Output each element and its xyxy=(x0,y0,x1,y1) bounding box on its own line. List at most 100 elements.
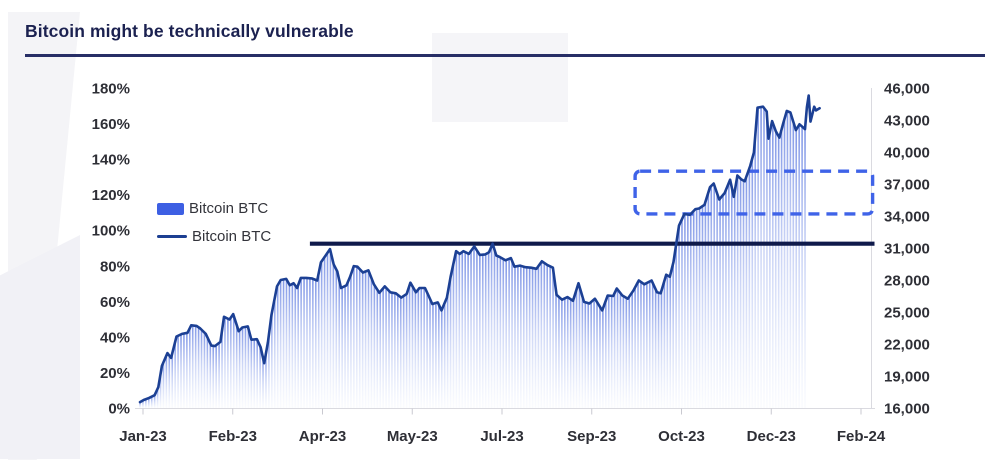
price-bar xyxy=(420,288,423,408)
price-bar xyxy=(493,249,496,408)
price-bar xyxy=(388,290,390,408)
price-bar xyxy=(417,289,420,408)
price-bar xyxy=(367,270,370,408)
price-bar xyxy=(391,292,393,408)
price-bar xyxy=(397,294,399,408)
price-bar xyxy=(484,254,487,408)
price-bar xyxy=(607,295,610,408)
price-bar xyxy=(271,313,273,408)
x-tick-label: May-23 xyxy=(387,428,438,445)
price-bar xyxy=(350,274,352,408)
price-bar xyxy=(317,273,320,408)
price-bar xyxy=(197,327,200,408)
price-bar xyxy=(230,317,232,408)
price-bar xyxy=(153,395,156,408)
price-bar xyxy=(757,107,759,409)
dashed-zone-rect xyxy=(633,169,875,216)
y-left-tick-label: 20% xyxy=(100,365,130,382)
price-bar xyxy=(458,253,461,408)
price-bar xyxy=(719,198,721,408)
price-bar xyxy=(300,277,302,408)
y-right-tick-label: 25,000 xyxy=(884,305,930,322)
price-bar xyxy=(370,278,373,408)
price-bar xyxy=(578,286,581,408)
legend-item-bars: Bitcoin BTC xyxy=(157,200,271,217)
price-bar xyxy=(306,277,308,408)
price-bar xyxy=(326,252,329,408)
price-bar xyxy=(581,296,584,408)
price-bar xyxy=(262,357,264,408)
price-bar xyxy=(329,250,332,408)
price-bar xyxy=(631,292,633,408)
price-bar xyxy=(227,318,229,408)
price-bar xyxy=(666,275,669,408)
axes-layer xyxy=(135,88,875,415)
price-bar xyxy=(754,135,757,408)
price-bar xyxy=(725,189,727,408)
price-bar xyxy=(525,267,528,408)
price-bar xyxy=(517,266,519,408)
price-bar xyxy=(672,263,674,408)
price-bar xyxy=(575,289,578,408)
price-bar xyxy=(429,299,431,408)
btc-price-line xyxy=(138,94,821,404)
price-bar xyxy=(716,193,718,408)
price-polyline xyxy=(138,94,821,404)
price-bar xyxy=(739,178,742,408)
price-bar xyxy=(789,112,792,409)
price-bar xyxy=(561,299,563,408)
background-wedge-left-lower xyxy=(0,235,80,459)
price-bar xyxy=(241,327,244,408)
price-bar xyxy=(449,277,452,408)
price-bar xyxy=(490,246,493,408)
y-right-tick-label: 34,000 xyxy=(884,209,930,226)
axis-labels-layer: 180% 160% 140% 120% 100% 80% 60% 40% 20% 0% 46,000… xyxy=(92,81,930,446)
price-bar xyxy=(613,293,616,408)
price-bar xyxy=(215,345,217,408)
price-bar xyxy=(446,293,449,408)
price-bar xyxy=(232,315,235,408)
price-bar xyxy=(792,121,795,408)
price-bar xyxy=(481,254,484,408)
price-bar xyxy=(795,129,798,408)
price-bar xyxy=(344,286,346,408)
price-bar xyxy=(402,295,405,408)
price-bar xyxy=(373,285,376,408)
price-bar xyxy=(461,252,464,408)
price-bar xyxy=(209,343,212,408)
price-bar xyxy=(733,191,736,408)
price-bar xyxy=(692,210,695,408)
price-bar xyxy=(552,269,554,408)
price-bar xyxy=(710,185,713,408)
price-bar xyxy=(435,302,437,408)
price-bar xyxy=(235,325,238,408)
price-bar xyxy=(634,287,636,408)
y-right-tick-label: 37,000 xyxy=(884,177,930,194)
price-bar xyxy=(139,402,141,408)
price-bar xyxy=(256,339,258,408)
price-bar xyxy=(332,263,335,408)
price-bar xyxy=(355,266,358,408)
price-bar xyxy=(502,259,505,408)
price-bar xyxy=(479,254,481,408)
price-bar xyxy=(698,208,701,408)
price-bar xyxy=(558,297,560,408)
price-bar xyxy=(394,293,396,408)
price-bar xyxy=(537,266,540,408)
price-bar xyxy=(748,168,751,408)
price-bar xyxy=(546,264,549,408)
price-bar xyxy=(312,278,314,408)
price-bar xyxy=(625,297,628,408)
price-bar xyxy=(596,302,598,408)
price-bar xyxy=(549,266,551,408)
price-bar xyxy=(678,225,680,408)
price-bar xyxy=(452,263,455,408)
price-bar xyxy=(619,293,622,408)
price-bar xyxy=(763,107,765,409)
price-bar xyxy=(253,339,256,408)
price-bar xyxy=(687,214,689,408)
legend-line-swatch xyxy=(157,234,187,239)
price-bar xyxy=(464,252,466,408)
price-bar xyxy=(200,329,203,408)
